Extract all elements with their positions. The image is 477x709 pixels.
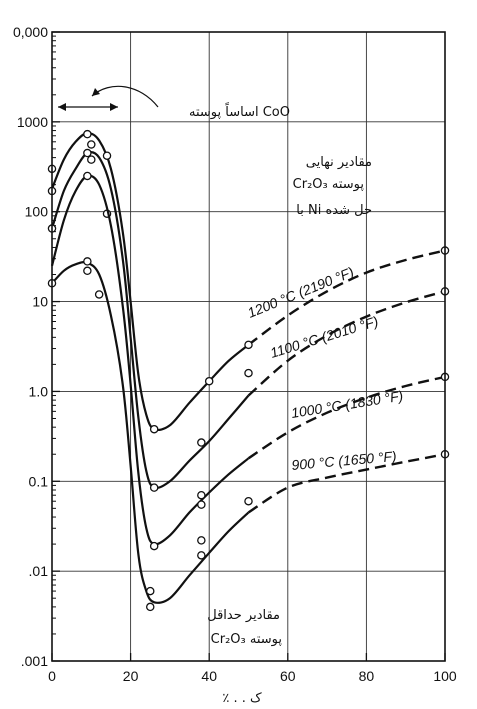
data-point (102, 151, 112, 160)
x-tick-label: 60 (280, 668, 296, 684)
data-point (197, 438, 206, 447)
x-tick-label: 80 (359, 668, 375, 684)
series-dashed-line (247, 290, 446, 397)
series-2 (50, 171, 450, 551)
cao-region-label: اساساً پوسته CoO (189, 102, 290, 120)
x-tick-label: 100 (433, 668, 457, 684)
series-label-900: 900 °C (1650 °F) (291, 448, 397, 473)
y-tick-label: 100 (25, 204, 49, 220)
data-point (83, 266, 92, 276)
cao-annotation: اساساً پوسته CoO (58, 85, 290, 120)
data-point (83, 148, 92, 158)
y-tick-label: .01 (29, 563, 49, 579)
max-values-line3: با Ni حل شده (296, 203, 372, 218)
y-tick-label: 10 (32, 294, 48, 310)
series-dashed-line (247, 375, 446, 460)
plot-frame (51, 31, 446, 662)
max-values-line1: مقادیر نهایی (306, 155, 372, 170)
series-group (47, 129, 450, 612)
series-3 (47, 257, 450, 612)
series-line (50, 131, 250, 432)
data-point (87, 140, 96, 149)
data-point (204, 376, 214, 386)
series-1 (47, 148, 450, 492)
data-point (149, 541, 159, 551)
data-point (197, 536, 206, 545)
y-tick-label: 0,000 (13, 24, 48, 40)
x-axis: 0 20 40 60 80 100 (48, 653, 457, 684)
data-point (87, 155, 96, 164)
data-point (244, 368, 253, 378)
series-label-1200: 1200 °C (2190 °F) (245, 264, 356, 321)
data-point (83, 171, 92, 181)
data-point (83, 129, 92, 139)
data-point (149, 483, 159, 492)
data-point (244, 340, 253, 350)
data-point (197, 551, 206, 560)
data-point (83, 257, 92, 266)
min-values-annotation: مقادیر حداقل Cr₂O₃ پوسته (207, 608, 282, 647)
data-point (145, 602, 155, 612)
series-dashed-line (247, 453, 446, 514)
data-point (197, 500, 206, 509)
series-0 (47, 129, 450, 434)
data-point (94, 290, 104, 299)
data-point (244, 496, 253, 506)
series-line (51, 261, 250, 604)
x-tick-label: 40 (201, 668, 217, 684)
min-values-line2: Cr₂O₃ پوسته (211, 632, 283, 647)
data-point (149, 424, 159, 434)
series-label-1000: 1000 °C (1830 °F) (290, 387, 404, 421)
x-axis-label: ٪ . . ک (222, 691, 262, 706)
data-point (197, 490, 206, 500)
series-label-1100: 1100 °C (2010 °F) (268, 313, 380, 361)
series-line (50, 150, 250, 490)
min-values-line1: مقادیر حداقل (207, 608, 280, 623)
y-tick-label: .001 (21, 653, 48, 669)
series-dashed-line (247, 249, 446, 346)
x-tick-label: 0 (48, 668, 56, 684)
y-tick-label: 1000 (17, 114, 48, 130)
max-values-annotation: مقادیر نهایی Cr₂O₃ پوسته با Ni حل شده (293, 155, 372, 218)
y-tick-label: 1.0 (29, 383, 49, 399)
max-values-line2: Cr₂O₃ پوسته (293, 177, 365, 192)
y-tick-label: 0.1 (29, 473, 49, 489)
x-tick-label: 20 (123, 668, 139, 684)
data-point (145, 586, 155, 596)
grid (52, 32, 445, 661)
y-axis: 0,000 1000 100 10 1.0 0.1 .01 .001 (13, 24, 60, 669)
